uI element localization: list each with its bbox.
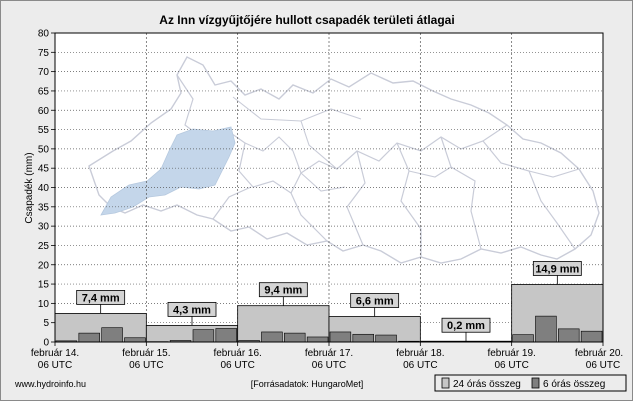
legend-swatch-6h: [532, 378, 539, 388]
data-label: 7,4 mm: [82, 292, 120, 304]
x-tick-time: 06 UTC: [494, 360, 528, 371]
bar-24h: [238, 306, 329, 342]
data-label: 0,2 mm: [447, 320, 485, 332]
y-tick-label: 80: [38, 29, 50, 40]
bar-6h: [216, 328, 237, 342]
y-axis-ticks: 0 5 10 15 20 25 30 35 40 45 50 55 60 65 70 75 80: [38, 29, 55, 349]
legend-label-6h: 6 órás összeg: [543, 379, 605, 390]
legend-swatch-24h: [442, 378, 449, 388]
x-tick-time: 06 UTC: [586, 360, 620, 371]
bar-6h: [581, 331, 602, 342]
bar-6h: [513, 335, 534, 342]
y-tick-label: 10: [38, 299, 50, 310]
y-tick-label: 25: [38, 241, 50, 252]
bar-6h: [284, 333, 305, 342]
y-tick-label: 0: [43, 338, 49, 349]
data-label: 9,4 mm: [264, 285, 302, 297]
bar-6h: [353, 334, 374, 342]
website-label: www.hydroinfo.hu: [14, 379, 86, 389]
y-tick-label: 15: [38, 280, 50, 291]
data-label: 4,3 mm: [173, 304, 211, 316]
legend-label-24h: 24 órás összeg: [453, 379, 521, 390]
bar-6h: [307, 337, 328, 342]
x-tick-time: 06 UTC: [220, 360, 254, 371]
y-tick-label: 75: [38, 48, 50, 59]
bar-6h: [193, 330, 214, 342]
x-tick-time: 06 UTC: [38, 360, 72, 371]
bar-6h: [125, 338, 146, 342]
x-tick-date: február 14.: [31, 348, 79, 359]
y-tick-label: 55: [38, 125, 50, 136]
y-axis-label: Csapadék (mm): [24, 152, 35, 223]
y-tick-label: 70: [38, 67, 50, 78]
x-tick-date: február 19.: [487, 348, 535, 359]
y-tick-label: 45: [38, 164, 50, 175]
x-tick-time: 06 UTC: [403, 360, 437, 371]
bar-6h: [262, 332, 283, 342]
x-tick-date: február 17.: [305, 348, 353, 359]
bar-6h: [536, 316, 557, 342]
y-tick-label: 20: [38, 260, 50, 271]
bar-6h: [330, 332, 351, 342]
legend: 24 órás összeg 6 órás összeg: [435, 375, 626, 391]
bar-6h: [376, 335, 397, 342]
x-tick-date: február 20.: [575, 348, 623, 359]
y-tick-label: 60: [38, 106, 50, 117]
bar-6h: [79, 333, 100, 342]
data-label: 6,6 mm: [356, 296, 394, 308]
data-label: 14,9 mm: [535, 263, 579, 275]
x-tick-time: 06 UTC: [312, 360, 346, 371]
x-tick-date: február 18.: [396, 348, 444, 359]
y-tick-label: 40: [38, 183, 50, 194]
y-tick-label: 35: [38, 202, 50, 213]
y-tick-label: 50: [38, 144, 50, 155]
bar-6h: [558, 329, 579, 342]
bar-6h: [102, 328, 123, 342]
x-tick-date: február 16.: [213, 348, 261, 359]
y-tick-label: 5: [43, 318, 49, 329]
x-tick-date: február 15.: [122, 348, 170, 359]
y-tick-label: 65: [38, 86, 50, 97]
chart-title: Az Inn vízgyűjtőjére hullott csapadék te…: [159, 13, 454, 27]
y-tick-label: 30: [38, 222, 50, 233]
source-label: [Forrásadatok: HungaroMet]: [251, 379, 364, 389]
x-tick-time: 06 UTC: [129, 360, 163, 371]
